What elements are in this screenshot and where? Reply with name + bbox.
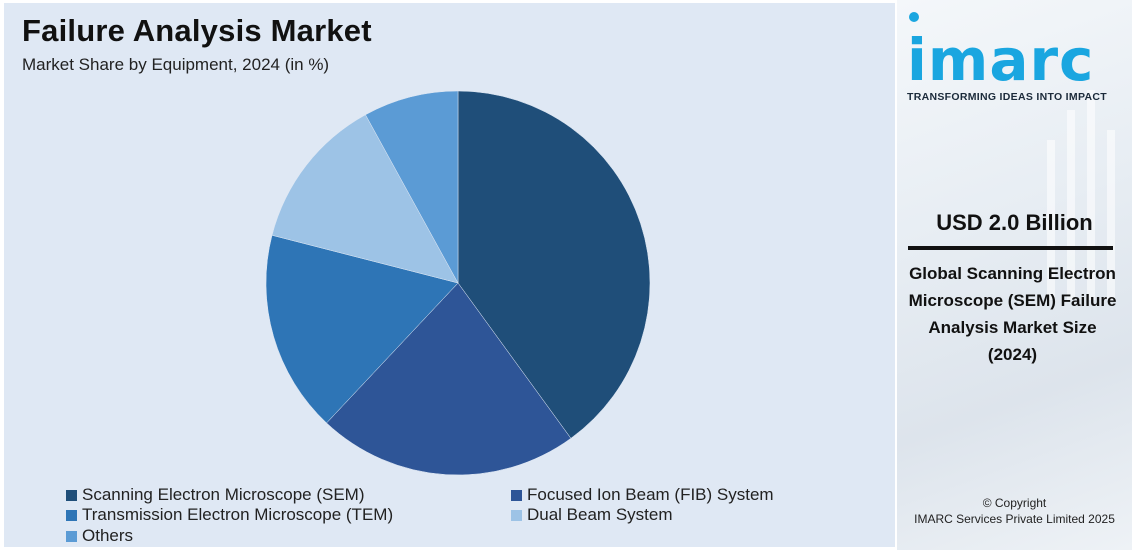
pie-slice (365, 90, 459, 284)
pie-slice (326, 282, 572, 476)
logo-dot-icon (909, 12, 919, 22)
divider (908, 246, 1113, 250)
legend-label: Focused Ion Beam (FIB) System (527, 485, 774, 504)
legend-item: Transmission Electron Microscope (TEM) (66, 505, 393, 525)
brand-logo: imarc (907, 26, 1095, 94)
decor-bar (1107, 130, 1115, 300)
copyright-label: © Copyright (982, 496, 1047, 510)
sidebar: imarc TRANSFORMING IDEAS INTO IMPACT USD… (897, 0, 1132, 550)
pie-slice (457, 90, 651, 439)
legend-label: Transmission Electron Microscope (TEM) (82, 505, 394, 524)
chart-title: Failure Analysis Market (22, 13, 372, 48)
legend-label: Others (82, 526, 134, 545)
legend-item: Scanning Electron Microscope (SEM) (66, 485, 365, 505)
pie-chart (265, 90, 651, 476)
legend-swatch (511, 509, 522, 521)
legend-label: Scanning Electron Microscope (SEM) (82, 485, 365, 504)
legend-item: Others (66, 526, 133, 546)
legend-item: Focused Ion Beam (FIB) System (511, 485, 774, 505)
decor-bar (1047, 140, 1055, 300)
decor-bar (1067, 110, 1075, 300)
market-value: USD 2.0 Billion (936, 210, 1093, 235)
legend-swatch (66, 509, 77, 521)
legend-swatch (511, 489, 522, 501)
legend-swatch (66, 530, 77, 542)
legend-label: Dual Beam System (527, 505, 673, 524)
pie-slice (271, 114, 459, 284)
legend-item: Dual Beam System (511, 505, 673, 525)
legend-swatch (66, 489, 77, 501)
chart-subtitle: Market Share by Equipment, 2024 (in %) (22, 55, 330, 74)
market-description: Global Scanning Electron Microscope (SEM… (908, 264, 1117, 364)
decor-bar (1087, 90, 1095, 300)
copyright-company: IMARC Services Private Limited 2025 (914, 512, 1115, 526)
pie-slice (265, 234, 459, 424)
brand-tagline: TRANSFORMING IDEAS INTO IMPACT (907, 91, 1107, 103)
